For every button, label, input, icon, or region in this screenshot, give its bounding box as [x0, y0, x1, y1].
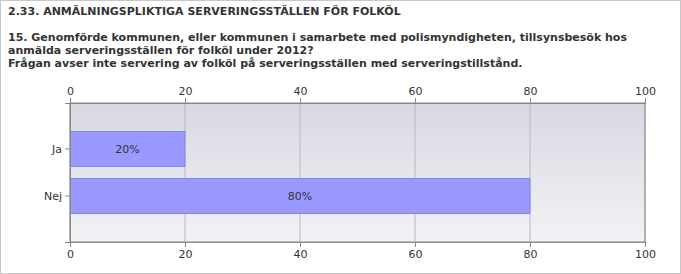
- axis-line: [71, 243, 646, 248]
- tick-mark: [415, 242, 416, 247]
- grid-line: [300, 103, 301, 242]
- data-label: 20%: [115, 143, 139, 156]
- subtitle: 15. Genomförde kommunen, eller kommunen …: [8, 31, 627, 57]
- tick-mark: [645, 242, 646, 247]
- y-axis: Ja Nej: [44, 104, 71, 243]
- tick-label: 40: [294, 248, 308, 261]
- tick-label: 20: [179, 85, 193, 98]
- tick: Nej: [44, 190, 70, 203]
- tick-mark: [300, 242, 301, 247]
- tick: Ja: [51, 143, 70, 156]
- tick-mark: [65, 148, 70, 149]
- tick: 40: [294, 242, 308, 261]
- tick: 60: [409, 242, 423, 261]
- tick-mark: [530, 242, 531, 247]
- x-axis-bottom: 0 20 40 60 80 100: [67, 242, 656, 261]
- grid: [70, 103, 645, 242]
- data-label: 80%: [288, 190, 312, 203]
- tick-mark: [70, 98, 71, 103]
- frame: [1, 1, 681, 274]
- tick-mark: [185, 242, 186, 247]
- plot-background: [70, 103, 645, 242]
- tick-label: 40: [294, 85, 308, 98]
- tick-mark: [300, 98, 301, 103]
- tick-label: 60: [409, 85, 423, 98]
- grid-line: [530, 103, 531, 242]
- tick-mark: [415, 98, 416, 103]
- plot-frame: [70, 103, 645, 242]
- tick-label: 80: [524, 248, 538, 261]
- tick-label: 80: [524, 85, 538, 98]
- tick-label: 60: [409, 248, 423, 261]
- tick-mark: [645, 98, 646, 103]
- tick: 0: [67, 242, 74, 261]
- grid-line: [415, 103, 416, 242]
- tick-label: 100: [635, 248, 656, 261]
- axis-line: [65, 104, 71, 243]
- tick: 80: [524, 85, 538, 103]
- tick-label: 0: [67, 85, 74, 98]
- bar: [70, 131, 185, 166]
- tick: 100: [635, 85, 656, 103]
- data-labels: 20% 80%: [115, 143, 312, 203]
- chart: 2.33. ANMÄLNINGSPLIKTIGA SERVERINGSSTÄLL…: [0, 0, 681, 274]
- tick-label: 0: [67, 248, 74, 261]
- tick-label: Nej: [44, 190, 62, 203]
- tick: 60: [409, 85, 423, 103]
- tick: 0: [67, 85, 74, 103]
- x-axis-top: 0 20 40 60 80 100: [67, 85, 656, 104]
- bars: [70, 131, 530, 213]
- axis-line: [71, 98, 646, 104]
- tick: 100: [635, 242, 656, 261]
- tick-mark: [530, 98, 531, 103]
- tick-mark: [185, 98, 186, 103]
- tick-label: 100: [635, 85, 656, 98]
- tick: 20: [179, 85, 193, 103]
- tick-mark: [65, 196, 70, 197]
- annotation: Frågan avser inte servering av folköl på…: [8, 57, 522, 70]
- title: 2.33. ANMÄLNINGSPLIKTIGA SERVERINGSSTÄLL…: [8, 4, 401, 18]
- tick: 20: [179, 242, 193, 261]
- grid-line: [185, 103, 186, 242]
- tick-label: Ja: [51, 143, 62, 156]
- tick: 40: [294, 85, 308, 103]
- tick: 80: [524, 242, 538, 261]
- tick-label: 20: [179, 248, 193, 261]
- bar: [70, 178, 530, 213]
